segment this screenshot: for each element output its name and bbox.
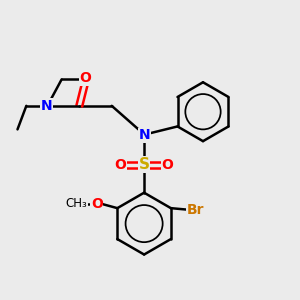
Text: O: O	[115, 158, 127, 172]
Text: CH₃: CH₃	[65, 197, 87, 210]
Text: S: S	[139, 157, 150, 172]
Text: O: O	[162, 158, 174, 172]
Text: Br: Br	[187, 202, 205, 217]
Text: N: N	[138, 128, 150, 142]
Text: O: O	[79, 71, 91, 85]
Text: N: N	[41, 99, 53, 113]
Text: O: O	[91, 197, 103, 211]
